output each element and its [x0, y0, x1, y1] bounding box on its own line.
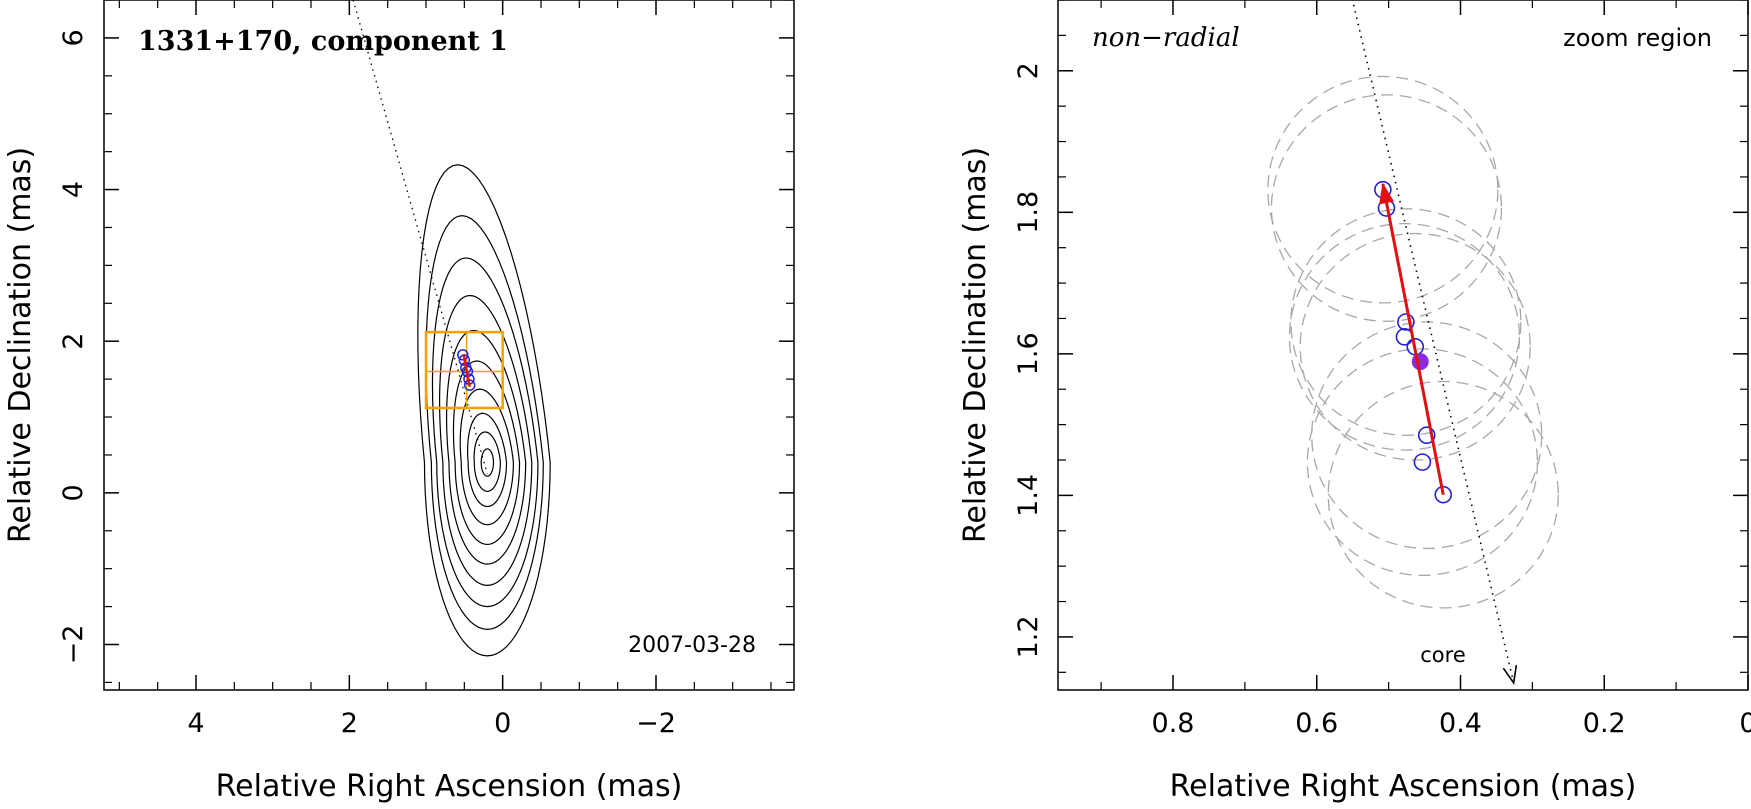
right-x-tick-label: 0.2 [1583, 708, 1626, 739]
core-label: core [1420, 643, 1466, 667]
right-y-tick-label: 1.6 [1013, 332, 1044, 375]
zoom-region-label: zoom region [1563, 24, 1712, 52]
left-x-tick-label: 2 [341, 708, 358, 739]
left-panel: 4 2 0 −2 −2 0 2 4 6 1331+170, component 1 2007-0… [3, 0, 795, 804]
right-panel: 0.8 0.6 0.4 0.2 0 1.2 1.4 1.6 1.8 2 non−radial zo… [958, 0, 1751, 804]
contour-level [466, 412, 508, 508]
left-y-tick-label: 0 [58, 484, 89, 501]
contour-level [480, 448, 495, 477]
velocity-vector-arrow [1381, 183, 1445, 495]
right-xaxis-label: Relative Right Ascension (mas) [1170, 769, 1637, 804]
left-plot-frame [103, 0, 795, 691]
core-direction-dotted-line [1351, 0, 1515, 684]
uncertainty-circle [1288, 222, 1521, 451]
left-velocity-arrow [462, 353, 471, 387]
uncertainty-circle [1290, 208, 1522, 436]
contour-level [417, 164, 551, 657]
left-yaxis-label: Relative Declination (mas) [3, 147, 38, 543]
component-position-point [1417, 426, 1436, 445]
observation-date: 2007-03-28 [628, 633, 756, 658]
uncertainty-circle [1270, 94, 1503, 322]
contour-level [459, 388, 515, 526]
right-x-tick-label: 0.4 [1439, 708, 1482, 739]
right-y-tick-label: 1.8 [1013, 191, 1044, 234]
uncertainty-circle [1327, 380, 1559, 609]
left-x-tick-label: 0 [494, 708, 511, 739]
contour-level [452, 360, 521, 546]
non-radial-annotation: non−radial [1092, 23, 1240, 53]
right-x-tick-label: 0.6 [1295, 708, 1338, 739]
component-position-point [1413, 453, 1432, 471]
right-ticks: 0.8 0.6 0.4 0.2 0 1.2 1.4 1.6 1.8 2 [1013, 0, 1751, 739]
contour-level [473, 431, 501, 492]
left-x-tick-label: 4 [187, 708, 204, 739]
component-position-point [1434, 485, 1453, 504]
contour-level [431, 257, 539, 608]
contour-level [425, 215, 544, 630]
uncertainty-circle [1267, 75, 1499, 304]
left-xaxis-label: Relative Right Ascension (mas) [216, 769, 683, 804]
component-position-point [1397, 313, 1415, 331]
right-x-tick-label: 0.8 [1152, 708, 1195, 739]
right-yaxis-label: Relative Declination (mas) [958, 147, 993, 543]
right-marks [1351, 0, 1518, 686]
left-component-point [457, 349, 469, 361]
contour-level [438, 294, 533, 586]
right-x-tick-label: 0 [1739, 708, 1751, 739]
left-marks [352, 0, 504, 475]
core-arrowhead [1502, 665, 1518, 686]
left-x-tick-label: −2 [636, 708, 676, 739]
left-y-tick-label: 2 [58, 333, 89, 350]
contour-level [445, 329, 527, 565]
left-trajectory-dotted-line [352, 0, 488, 475]
left-panel-title: 1331+170, component 1 [138, 26, 508, 57]
velocity-arrowhead [1379, 182, 1394, 205]
left-y-tick-label: 6 [58, 29, 89, 46]
right-y-tick-label: 1.2 [1013, 615, 1044, 658]
right-y-tick-label: 1.4 [1013, 474, 1044, 517]
right-y-tick-label: 2 [1013, 62, 1044, 79]
left-contours [417, 164, 551, 657]
left-y-tick-label: 4 [58, 181, 89, 198]
right-plot-frame [1057, 0, 1749, 691]
left-ticks: 4 2 0 −2 −2 0 2 4 6 [58, 0, 794, 739]
zoom-box [424, 330, 504, 410]
mean-position-point [1411, 353, 1429, 371]
left-y-tick-label: −2 [58, 625, 89, 665]
